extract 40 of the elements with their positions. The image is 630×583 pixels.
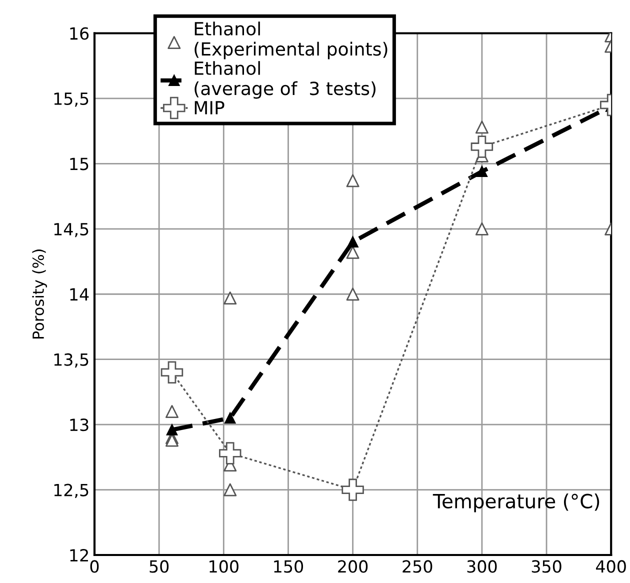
x-tick-label: 150 xyxy=(274,560,304,573)
y-tick-label: 16 xyxy=(70,27,89,40)
point xyxy=(166,424,178,436)
x-tick-label: 100 xyxy=(210,560,238,573)
point xyxy=(218,442,242,464)
legend-label: Ethanol (Experimental points) xyxy=(194,22,388,60)
y-tick-label: 13 xyxy=(70,418,88,432)
y-tick-label: 12 xyxy=(70,548,88,562)
legend-label: Ethanol (average of 3 tests) xyxy=(194,61,376,99)
point xyxy=(476,166,488,178)
point xyxy=(224,412,236,424)
y-tick-label: 12,5 xyxy=(54,484,88,498)
point xyxy=(342,478,364,501)
point xyxy=(346,288,360,301)
point xyxy=(224,292,237,305)
point xyxy=(346,246,360,259)
y-axis-title: Porosity (%) xyxy=(32,250,47,339)
y-tick-label: 15,5 xyxy=(54,92,88,107)
y-tick-label: 13,5 xyxy=(54,353,88,368)
point xyxy=(475,120,488,134)
y-tick-label: 15 xyxy=(70,158,88,170)
point xyxy=(347,236,358,248)
x-tick-label: 300 xyxy=(467,560,497,573)
x-tick-label: 50 xyxy=(150,560,169,573)
point xyxy=(224,483,237,496)
x-tick-label: 400 xyxy=(596,560,626,573)
point xyxy=(470,136,494,158)
y-tick-label: 14,5 xyxy=(54,223,88,238)
point xyxy=(475,222,488,236)
y-tick-label: 14 xyxy=(70,288,89,300)
legend-label: MIP xyxy=(194,101,224,114)
x-tick-label: 200 xyxy=(338,560,368,573)
x-tick-label: 250 xyxy=(402,560,432,573)
x-axis-title: Temperature (°C) xyxy=(432,493,600,512)
point xyxy=(160,361,184,384)
point xyxy=(165,434,178,447)
point xyxy=(165,405,178,418)
x-tick-label: 0 xyxy=(90,560,99,573)
point xyxy=(346,174,360,188)
x-tick-label: 350 xyxy=(532,560,562,573)
